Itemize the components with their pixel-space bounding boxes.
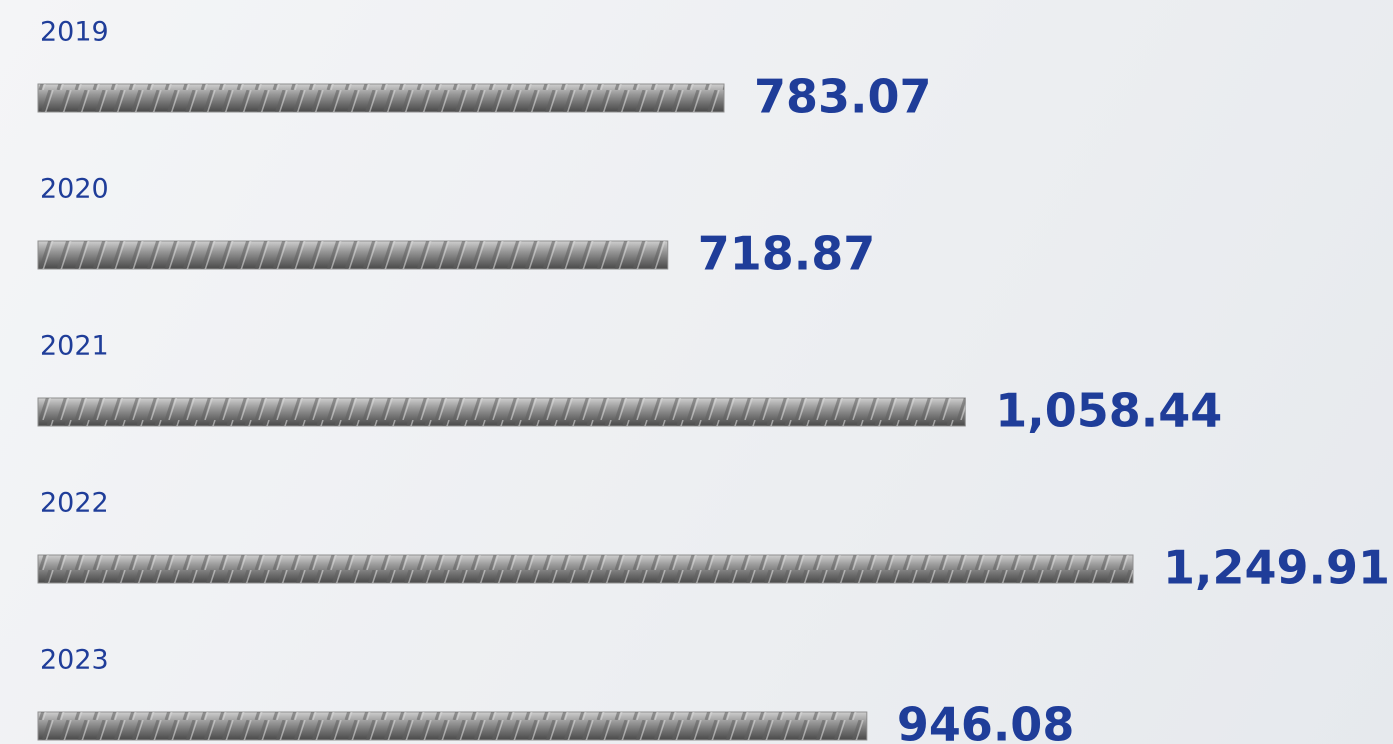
category-label: 2019 xyxy=(40,17,109,48)
bar xyxy=(38,398,965,426)
bar xyxy=(38,712,867,740)
value-label: 1,249.91 xyxy=(1163,541,1390,595)
bar xyxy=(38,84,724,112)
category-label: 2022 xyxy=(40,488,109,519)
category-label: 2021 xyxy=(40,331,109,362)
value-label: 718.87 xyxy=(698,227,876,281)
bar-ribs xyxy=(38,84,724,112)
category-label: 2020 xyxy=(40,174,109,205)
chart: 2019 783.07 2020 718.87 2021 1,058.44 2022 1,24… xyxy=(0,0,1393,744)
value-label: 1,058.44 xyxy=(995,384,1222,438)
bar xyxy=(38,555,1133,583)
category-label: 2023 xyxy=(40,645,109,676)
value-label: 946.08 xyxy=(897,698,1075,744)
bar-ribs xyxy=(38,241,668,269)
bar-ribs xyxy=(38,712,867,740)
page: 2019 783.07 2020 718.87 2021 1,058.44 2022 1,24… xyxy=(0,0,1393,744)
bar-ribs xyxy=(38,398,965,426)
bar xyxy=(38,241,668,269)
bar-ribs xyxy=(38,555,1133,583)
value-label: 783.07 xyxy=(754,70,932,124)
